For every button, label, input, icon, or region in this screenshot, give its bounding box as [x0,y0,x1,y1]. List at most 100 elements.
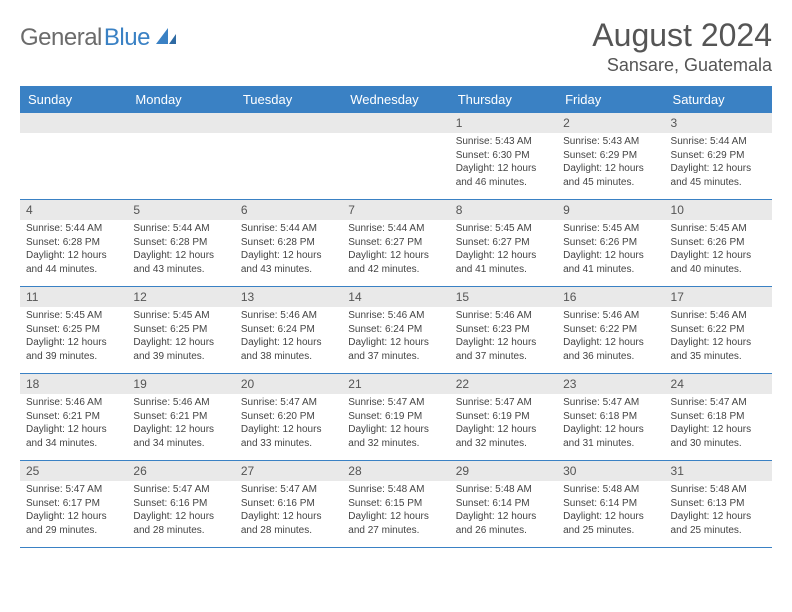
day-cell: 21Sunrise: 5:47 AMSunset: 6:19 PMDayligh… [342,374,449,460]
week-row: 25Sunrise: 5:47 AMSunset: 6:17 PMDayligh… [20,461,772,548]
sunset-text: Sunset: 6:27 PM [456,236,551,250]
day-body: Sunrise: 5:47 AMSunset: 6:20 PMDaylight:… [235,394,342,454]
day-cell: 20Sunrise: 5:47 AMSunset: 6:20 PMDayligh… [235,374,342,460]
day-body: Sunrise: 5:48 AMSunset: 6:13 PMDaylight:… [665,481,772,541]
sunrise-text: Sunrise: 5:45 AM [671,222,766,236]
day-body: Sunrise: 5:46 AMSunset: 6:23 PMDaylight:… [450,307,557,367]
sunrise-text: Sunrise: 5:48 AM [348,483,443,497]
sunrise-text: Sunrise: 5:44 AM [241,222,336,236]
day-body: Sunrise: 5:44 AMSunset: 6:29 PMDaylight:… [665,133,772,193]
day-cell: 2Sunrise: 5:43 AMSunset: 6:29 PMDaylight… [557,113,664,199]
daylight-text: Daylight: 12 hours and 25 minutes. [563,510,658,537]
day-cell: 28Sunrise: 5:48 AMSunset: 6:15 PMDayligh… [342,461,449,547]
daylight-text: Daylight: 12 hours and 32 minutes. [456,423,551,450]
day-number: 11 [20,287,127,307]
day-cell [127,113,234,199]
day-body [20,133,127,139]
day-cell: 25Sunrise: 5:47 AMSunset: 6:17 PMDayligh… [20,461,127,547]
day-cell: 15Sunrise: 5:46 AMSunset: 6:23 PMDayligh… [450,287,557,373]
sunrise-text: Sunrise: 5:46 AM [26,396,121,410]
sunset-text: Sunset: 6:20 PM [241,410,336,424]
day-number: 5 [127,200,234,220]
day-number: 22 [450,374,557,394]
day-body: Sunrise: 5:45 AMSunset: 6:25 PMDaylight:… [20,307,127,367]
daylight-text: Daylight: 12 hours and 38 minutes. [241,336,336,363]
daylight-text: Daylight: 12 hours and 37 minutes. [348,336,443,363]
sunset-text: Sunset: 6:24 PM [348,323,443,337]
sunrise-text: Sunrise: 5:46 AM [563,309,658,323]
day-number: 1 [450,113,557,133]
sunset-text: Sunset: 6:17 PM [26,497,121,511]
sunset-text: Sunset: 6:28 PM [133,236,228,250]
sunrise-text: Sunrise: 5:47 AM [563,396,658,410]
day-number: 16 [557,287,664,307]
weekday-cell: Wednesday [342,86,449,113]
daylight-text: Daylight: 12 hours and 46 minutes. [456,162,551,189]
sunrise-text: Sunrise: 5:43 AM [456,135,551,149]
sunset-text: Sunset: 6:25 PM [26,323,121,337]
day-body: Sunrise: 5:46 AMSunset: 6:24 PMDaylight:… [342,307,449,367]
day-cell: 27Sunrise: 5:47 AMSunset: 6:16 PMDayligh… [235,461,342,547]
weekday-cell: Sunday [20,86,127,113]
day-number [127,113,234,133]
day-cell: 29Sunrise: 5:48 AMSunset: 6:14 PMDayligh… [450,461,557,547]
day-cell: 10Sunrise: 5:45 AMSunset: 6:26 PMDayligh… [665,200,772,286]
sunrise-text: Sunrise: 5:45 AM [133,309,228,323]
daylight-text: Daylight: 12 hours and 33 minutes. [241,423,336,450]
weekday-cell: Thursday [450,86,557,113]
weekday-cell: Monday [127,86,234,113]
day-cell: 23Sunrise: 5:47 AMSunset: 6:18 PMDayligh… [557,374,664,460]
day-cell: 24Sunrise: 5:47 AMSunset: 6:18 PMDayligh… [665,374,772,460]
day-number [20,113,127,133]
sunrise-text: Sunrise: 5:45 AM [563,222,658,236]
day-body: Sunrise: 5:47 AMSunset: 6:17 PMDaylight:… [20,481,127,541]
daylight-text: Daylight: 12 hours and 34 minutes. [26,423,121,450]
day-number [235,113,342,133]
daylight-text: Daylight: 12 hours and 29 minutes. [26,510,121,537]
daylight-text: Daylight: 12 hours and 30 minutes. [671,423,766,450]
day-body: Sunrise: 5:45 AMSunset: 6:26 PMDaylight:… [557,220,664,280]
sunrise-text: Sunrise: 5:48 AM [563,483,658,497]
day-body: Sunrise: 5:47 AMSunset: 6:18 PMDaylight:… [557,394,664,454]
sunrise-text: Sunrise: 5:47 AM [671,396,766,410]
sunset-text: Sunset: 6:26 PM [563,236,658,250]
sunrise-text: Sunrise: 5:46 AM [133,396,228,410]
sunrise-text: Sunrise: 5:48 AM [671,483,766,497]
day-body: Sunrise: 5:43 AMSunset: 6:29 PMDaylight:… [557,133,664,193]
sunset-text: Sunset: 6:21 PM [133,410,228,424]
daylight-text: Daylight: 12 hours and 44 minutes. [26,249,121,276]
day-body: Sunrise: 5:46 AMSunset: 6:21 PMDaylight:… [20,394,127,454]
day-body [127,133,234,139]
day-body: Sunrise: 5:46 AMSunset: 6:24 PMDaylight:… [235,307,342,367]
location: Sansare, Guatemala [592,55,772,76]
sunset-text: Sunset: 6:18 PM [563,410,658,424]
daylight-text: Daylight: 12 hours and 36 minutes. [563,336,658,363]
day-cell: 17Sunrise: 5:46 AMSunset: 6:22 PMDayligh… [665,287,772,373]
sunset-text: Sunset: 6:14 PM [456,497,551,511]
day-body [235,133,342,139]
day-number: 6 [235,200,342,220]
sunrise-text: Sunrise: 5:47 AM [348,396,443,410]
day-number: 3 [665,113,772,133]
week-row: 18Sunrise: 5:46 AMSunset: 6:21 PMDayligh… [20,374,772,461]
week-row: 4Sunrise: 5:44 AMSunset: 6:28 PMDaylight… [20,200,772,287]
day-number: 31 [665,461,772,481]
daylight-text: Daylight: 12 hours and 41 minutes. [563,249,658,276]
sunset-text: Sunset: 6:25 PM [133,323,228,337]
sunrise-text: Sunrise: 5:44 AM [133,222,228,236]
sunset-text: Sunset: 6:16 PM [241,497,336,511]
daylight-text: Daylight: 12 hours and 39 minutes. [26,336,121,363]
day-cell [342,113,449,199]
day-number: 4 [20,200,127,220]
day-body: Sunrise: 5:46 AMSunset: 6:22 PMDaylight:… [665,307,772,367]
sunset-text: Sunset: 6:30 PM [456,149,551,163]
day-cell: 6Sunrise: 5:44 AMSunset: 6:28 PMDaylight… [235,200,342,286]
sunset-text: Sunset: 6:28 PM [241,236,336,250]
daylight-text: Daylight: 12 hours and 40 minutes. [671,249,766,276]
day-cell: 4Sunrise: 5:44 AMSunset: 6:28 PMDaylight… [20,200,127,286]
day-number: 19 [127,374,234,394]
daylight-text: Daylight: 12 hours and 39 minutes. [133,336,228,363]
sunset-text: Sunset: 6:19 PM [348,410,443,424]
day-body [342,133,449,139]
day-body: Sunrise: 5:44 AMSunset: 6:28 PMDaylight:… [20,220,127,280]
